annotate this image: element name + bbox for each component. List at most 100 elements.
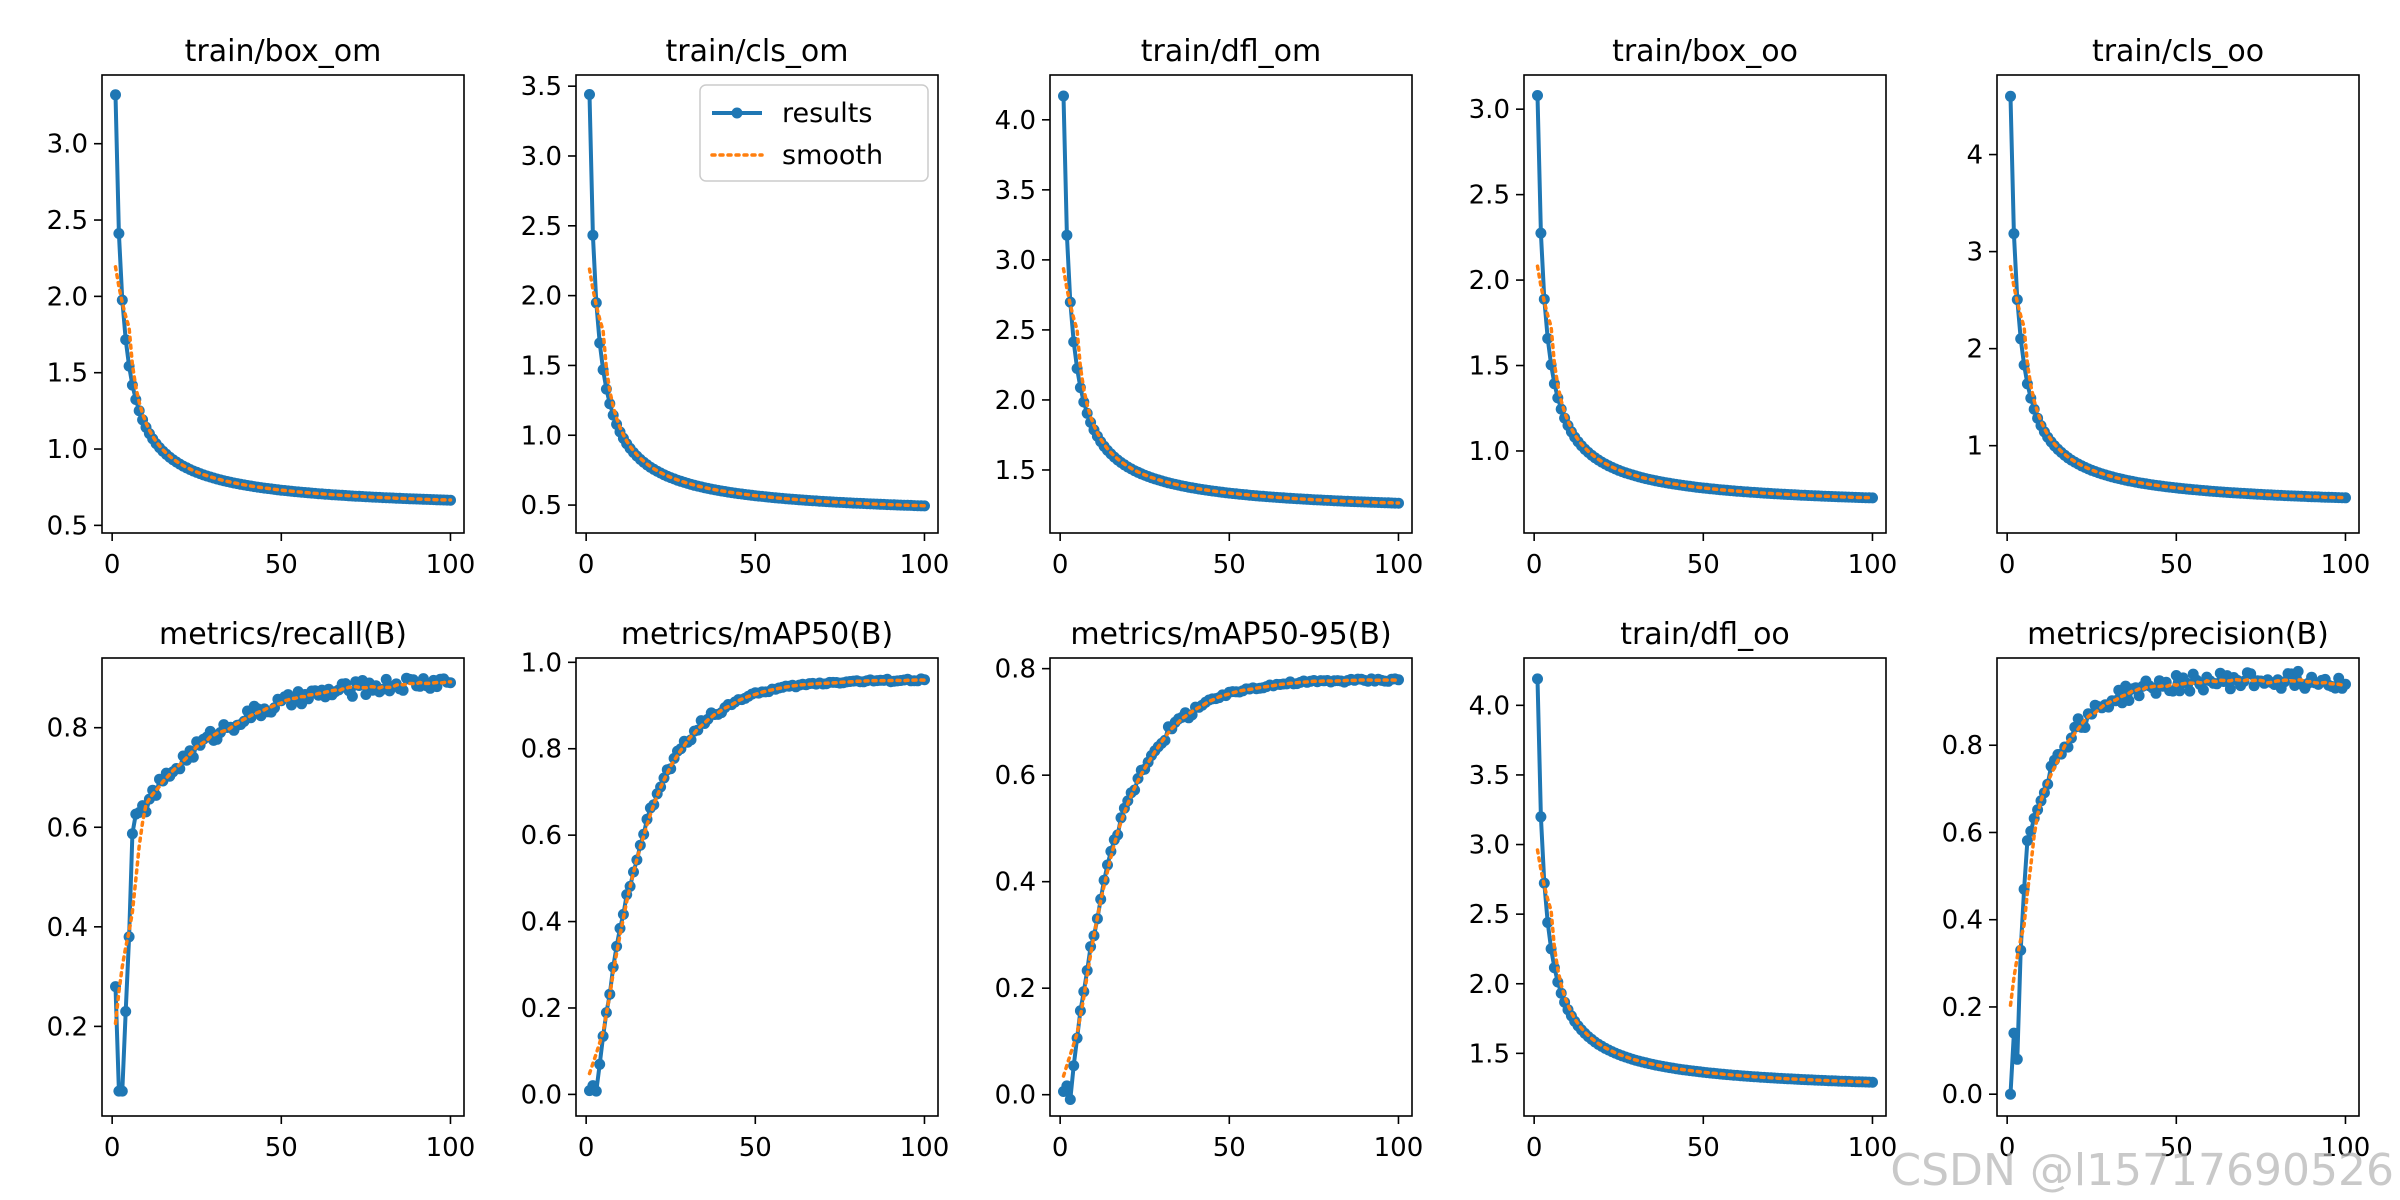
results-series-line — [1061, 95, 1399, 506]
y-tick-label: 2.5 — [995, 316, 1036, 346]
y-tick-label: 1 — [1966, 432, 1983, 462]
results-point — [2008, 1027, 2020, 1039]
chart-title: metrics/recall(B) — [159, 617, 407, 652]
x-tick-label: 0 — [104, 550, 121, 580]
smooth-series-line — [1061, 678, 1401, 1078]
y-tick-label: 1.5 — [995, 456, 1036, 486]
y-tick-label: 2.0 — [47, 282, 88, 312]
results-point — [2184, 685, 2196, 697]
x-tick-label: 0 — [1526, 1133, 1543, 1163]
chart-panel-2: train/dfl_om 0 50 100 1.5 2.0 2.5 3.0 3.5 4.0 — [995, 34, 1424, 580]
y-tick-label: 0.0 — [1942, 1080, 1983, 1110]
results-series-line — [2008, 669, 2348, 1095]
chart-title: train/box_oo — [1612, 34, 1798, 69]
smooth-series-line — [1535, 848, 1875, 1084]
axes-frame — [101, 657, 465, 1117]
chart-panel-5: metrics/recall(B) 0 50 100 0.2 0.4 0.6 0.8 — [47, 617, 476, 1163]
x-tick-label: 100 — [2321, 550, 2371, 580]
axes-frame — [1996, 74, 2360, 534]
y-tick-label: 1.0 — [521, 421, 562, 451]
results-point — [113, 228, 125, 239]
results-point — [1058, 90, 1069, 102]
y-tick-label: 1.0 — [1469, 437, 1510, 467]
smooth-series-line — [1061, 267, 1401, 505]
x-tick-label: 0 — [1052, 1133, 1069, 1163]
results-point — [2224, 683, 2236, 695]
chart-panel-7: metrics/mAP50-95(B) 0 50 100 0.0 0.2 0.4 0.6 0.8 — [995, 617, 1424, 1163]
chart-panel-8: train/dfl_oo 0 50 100 1.5 2.0 2.5 3.0 3.5 4.0 — [1469, 617, 1898, 1163]
y-tick-label: 0.5 — [47, 511, 88, 541]
x-tick-label: 0 — [1999, 550, 2016, 580]
y-tick-label: 1.5 — [47, 359, 88, 389]
chart-title: metrics/mAP50-95(B) — [1070, 617, 1391, 652]
x-tick-label: 50 — [1213, 1133, 1246, 1163]
axes-frame — [1049, 657, 1413, 1117]
y-tick-label: 3.5 — [1469, 761, 1510, 791]
x-tick-label: 100 — [1848, 550, 1898, 580]
chart-panel-3: train/box_oo 0 50 100 1.0 1.5 2.0 2.5 3.0 — [1469, 34, 1898, 580]
smooth-series-line — [1535, 264, 1875, 500]
results-point — [397, 684, 409, 696]
x-tick-label: 0 — [578, 1133, 595, 1163]
legend-box — [699, 84, 929, 182]
legend-smooth-label: smooth — [782, 140, 883, 171]
x-tick-label: 100 — [1374, 550, 1424, 580]
legend: results smooth — [699, 84, 929, 182]
results-point — [126, 828, 138, 840]
y-tick-label: 0.2 — [47, 1012, 88, 1042]
x-tick-label: 50 — [739, 1133, 772, 1163]
chart-title: train/dfl_oo — [1620, 617, 1790, 652]
smooth-series-line — [2008, 677, 2348, 1007]
y-tick-label: 0.4 — [1942, 906, 1983, 936]
x-tick-label: 50 — [739, 550, 772, 580]
watermark: CSDN @l15717690526 — [1890, 1145, 2394, 1196]
x-tick-label: 0 — [1052, 550, 1069, 580]
results-point — [2011, 1053, 2023, 1065]
x-tick-label: 0 — [1999, 1133, 2016, 1163]
results-point — [1532, 90, 1543, 101]
smooth-series-line — [587, 678, 927, 1076]
axes-frame — [575, 657, 939, 1117]
x-tick-label: 0 — [578, 550, 595, 580]
y-tick-label: 3.5 — [995, 176, 1036, 206]
x-tick-label: 50 — [265, 550, 298, 580]
results-point — [2292, 665, 2304, 677]
smooth-series-line — [113, 679, 453, 1026]
chart-title: train/cls_oo — [2092, 34, 2264, 69]
results-point — [1061, 229, 1073, 241]
results-point — [2150, 687, 2162, 699]
chart-title: train/dfl_om — [1141, 34, 1321, 69]
results-point — [2072, 713, 2084, 725]
y-tick-label: 2 — [1966, 335, 1983, 365]
chart-panel-0: train/box_om 0 50 100 0.5 1.0 1.5 2.0 2.5 3.0 — [47, 34, 476, 580]
axes-frame — [101, 74, 465, 534]
results-point — [584, 89, 595, 100]
y-tick-label: 1.0 — [47, 435, 88, 465]
x-tick-label: 100 — [1848, 1133, 1898, 1163]
x-tick-label: 50 — [2160, 550, 2193, 580]
results-point — [1535, 811, 1547, 823]
legend-results-marker — [731, 107, 743, 119]
results-point — [2245, 668, 2257, 680]
y-tick-label: 2.5 — [1469, 900, 1510, 930]
results-point — [2340, 492, 2351, 504]
results-point — [1068, 1060, 1080, 1072]
y-tick-label: 2.0 — [1469, 266, 1510, 296]
y-tick-label: 3.0 — [1469, 95, 1510, 125]
results-point — [2174, 685, 2186, 697]
results-series-line — [113, 94, 451, 503]
y-tick-label: 0.8 — [521, 735, 562, 765]
results-point — [1867, 1076, 1878, 1088]
x-tick-label: 50 — [1687, 1133, 1720, 1163]
results-point — [2008, 228, 2020, 240]
x-tick-label: 100 — [1374, 1133, 1424, 1163]
x-tick-label: 50 — [1213, 550, 1246, 580]
axes-frame — [1996, 657, 2360, 1117]
results-point — [380, 673, 392, 685]
results-point — [110, 89, 121, 101]
y-tick-label: 0.6 — [521, 821, 562, 851]
y-tick-label: 0.2 — [995, 974, 1036, 1004]
y-tick-label: 0.0 — [521, 1080, 562, 1110]
results-point — [2123, 695, 2135, 706]
chart-panel-1: train/cls_om 0 50 100 0.5 1.0 1.5 2.0 2.5 3.0 3.5 r… — [521, 34, 950, 580]
